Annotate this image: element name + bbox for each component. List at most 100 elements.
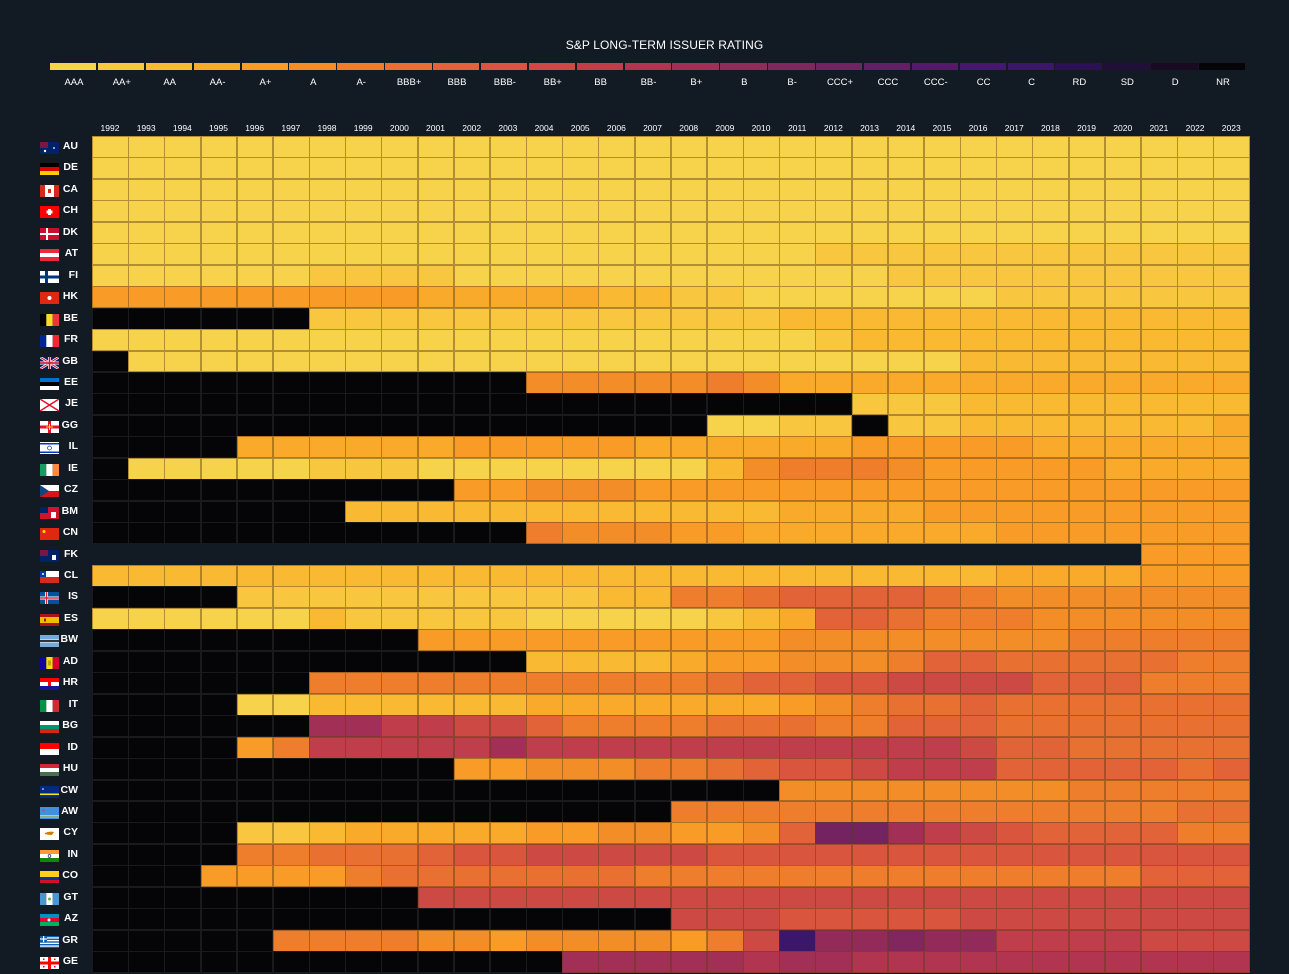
heatmap-cell-hk-2006	[598, 286, 636, 309]
heatmap-cell-co-2010	[743, 865, 780, 888]
heatmap-cell-il-2017	[996, 436, 1033, 459]
heatmap-cell-je-2001	[417, 393, 455, 416]
legend-label: BBB-	[493, 77, 516, 88]
heatmap-cell-ca-1995	[200, 178, 238, 201]
heatmap-cell-bw-2021	[1140, 629, 1178, 652]
heatmap-cell-cn-2009	[706, 522, 744, 545]
heatmap-cell-id-2010	[743, 736, 780, 759]
heatmap-cell-ge-2001	[417, 951, 455, 974]
heatmap-cell-is-2021	[1140, 586, 1178, 609]
heatmap-cell-hr-2011	[779, 672, 816, 695]
heatmap-cell-gg-1992	[92, 414, 129, 437]
heatmap-cell-fi-2000	[381, 264, 419, 287]
heatmap-cell-hk-2008	[670, 286, 708, 309]
heatmap-cell-es-2001	[417, 607, 455, 630]
heatmap-cell-aw-2022	[1177, 800, 1214, 823]
heatmap-cell-cz-2023	[1213, 479, 1250, 502]
heatmap-cell-hr-2018	[1032, 672, 1070, 695]
heatmap-cell-ie-2010	[743, 457, 780, 480]
heatmap-cell-fr-1997	[272, 329, 310, 351]
heatmap-cell-hu-2007	[634, 758, 672, 780]
heatmap-cell-cw-2008	[670, 779, 708, 802]
heatmap-cell-gb-1992	[92, 350, 129, 373]
legend-label: AA	[163, 77, 177, 88]
heatmap-cell-it-2003	[489, 693, 527, 716]
year-tick: 1993	[136, 123, 156, 133]
heatmap-cell-gt-1997	[272, 886, 310, 909]
heatmap-cell-ad-2015	[923, 650, 961, 673]
heatmap-cell-ca-1996	[236, 178, 274, 201]
heatmap-cell-az-2000	[381, 908, 419, 931]
heatmap-cell-cl-2003	[489, 565, 527, 587]
heatmap-cell-es-1998	[309, 607, 346, 630]
year-tick: 2011	[788, 123, 807, 133]
heatmap-cell-dk-1996	[236, 221, 274, 244]
heatmap-cell-il-2011	[779, 436, 816, 459]
heatmap-cell-dk-2019	[1068, 221, 1106, 244]
heatmap-cell-de-2008	[670, 157, 708, 180]
heatmap-cell-dk-2023	[1213, 221, 1250, 244]
heatmap-cell-ge-1992	[92, 951, 129, 974]
heatmap-cell-ee-2004	[526, 371, 563, 394]
heatmap-cell-il-1992	[92, 436, 129, 459]
heatmap-cell-je-2000	[381, 393, 419, 416]
heatmap-cell-cw-2016	[960, 779, 997, 802]
heatmap-cell-il-2013	[851, 436, 889, 459]
heatmap-cell-cl-1996	[236, 565, 274, 587]
heatmap-cell-cz-2012	[815, 479, 853, 502]
heatmap-cell-es-2018	[1032, 607, 1070, 630]
heatmap-cell-is-2005	[562, 586, 599, 609]
heatmap-cell-aw-2003	[489, 800, 527, 823]
heatmap-cell-ie-2022	[1177, 457, 1214, 480]
heatmap-cell-gr-1994	[164, 929, 201, 952]
heatmap-cell-id-2023	[1213, 736, 1250, 759]
heatmap-cell-cl-2009	[706, 565, 744, 587]
heatmap-cell-gg-2004	[526, 414, 563, 437]
heatmap-cell-ch-2012	[815, 200, 853, 223]
heatmap-cell-id-1993	[128, 736, 165, 759]
heatmap-cell-je-2009	[706, 393, 744, 416]
heatmap-cell-be-2014	[887, 307, 925, 330]
heatmap-cell-is-2009	[706, 586, 744, 609]
heatmap-cell-gb-2006	[598, 350, 636, 373]
heatmap-cell-gr-2011	[779, 929, 816, 952]
heatmap-cell-is-2014	[887, 586, 925, 609]
heatmap-cell-be-2018	[1032, 307, 1070, 330]
heatmap-cell-at-1997	[272, 243, 310, 266]
legend-swatch-AA+	[97, 63, 145, 70]
heatmap-cell-au-2001	[417, 136, 455, 158]
flag-hu-icon	[40, 763, 59, 777]
year-tick: 2020	[1113, 123, 1133, 133]
heatmap-cell-in-2016	[960, 843, 997, 866]
heatmap-cell-ee-1999	[345, 371, 382, 394]
heatmap-cell-de-1999	[345, 157, 382, 180]
heatmap-cell-cw-2017	[996, 779, 1033, 802]
heatmap-cell-hr-1994	[164, 672, 201, 695]
heatmap-cell-cl-2014	[887, 565, 925, 587]
heatmap-cell-gb-2020	[1104, 350, 1142, 373]
heatmap-cell-dk-2002	[453, 221, 491, 244]
heatmap-cell-es-2009	[706, 607, 744, 630]
heatmap-cell-fr-1998	[309, 329, 346, 351]
heatmap-cell-gt-2012	[815, 886, 853, 909]
heatmap-cell-hu-1994	[164, 758, 201, 780]
heatmap-cell-cn-2015	[923, 522, 961, 545]
country-code: CH	[62, 204, 78, 217]
heatmap-cell-gb-2018	[1032, 350, 1070, 373]
heatmap-cell-hu-2021	[1140, 758, 1178, 780]
heatmap-cell-be-1997	[272, 307, 310, 330]
heatmap-cell-hr-2015	[923, 672, 961, 695]
heatmap-cell-bg-2014	[887, 715, 925, 738]
heatmap-cell-fr-2010	[743, 329, 780, 351]
heatmap-cell-ch-1999	[345, 200, 382, 223]
heatmap-cell-az-1996	[236, 908, 274, 931]
heatmap-cell-be-2004	[526, 307, 563, 330]
heatmap-cell-is-2006	[598, 586, 636, 609]
heatmap-cell-ch-2017	[996, 200, 1033, 223]
heatmap-cell-cy-1992	[92, 822, 129, 845]
heatmap-cell-gb-1997	[272, 350, 310, 373]
heatmap-cell-co-1996	[236, 865, 274, 888]
country-code: GR	[62, 933, 78, 946]
heatmap-cell-is-2013	[851, 586, 889, 609]
heatmap-cell-id-1996	[236, 736, 274, 759]
